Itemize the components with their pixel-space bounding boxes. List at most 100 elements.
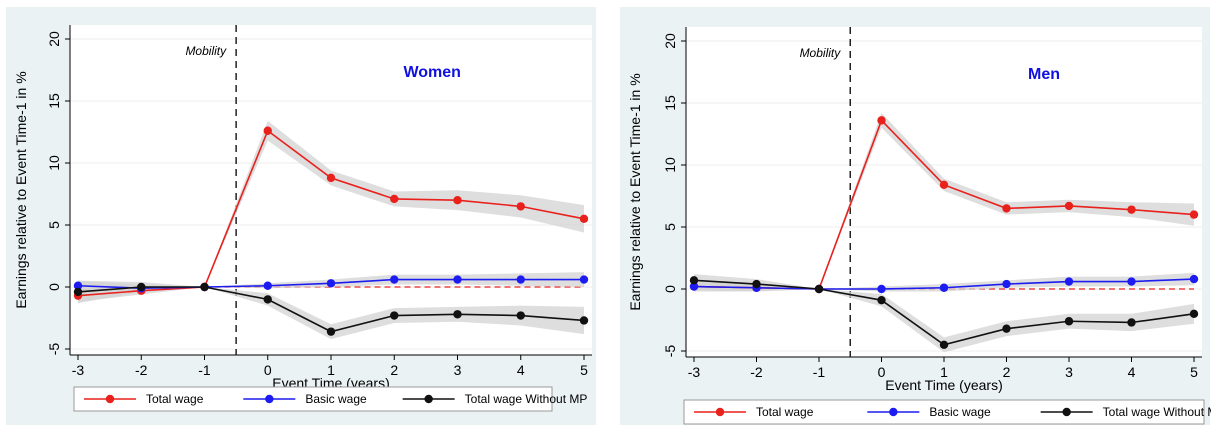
x-tick-label: 3 (454, 362, 462, 378)
data-point (877, 295, 886, 305)
data-point (579, 214, 589, 223)
y-tick-label: 5 (46, 221, 62, 229)
x-tick-label: -2 (750, 364, 763, 380)
y-tick-label: 20 (46, 31, 62, 47)
legend-marker (715, 407, 725, 417)
legend-box (73, 386, 553, 412)
data-point (516, 275, 525, 284)
data-point (1064, 201, 1074, 211)
data-point (877, 116, 886, 125)
chart-panel-men: -5 0 5 10 15 20 -3 -2 -1 0 1 2 3 4 5 Event Time (years)… (620, 7, 1211, 425)
x-axis-title: Event Time (years) (885, 377, 1002, 393)
x-tick-label: 5 (580, 362, 588, 378)
data-point (579, 275, 589, 284)
data-point (1189, 274, 1199, 284)
x-tick-label: 0 (264, 362, 272, 378)
legend-marker (424, 394, 433, 404)
data-point (516, 311, 525, 320)
x-tick-label: 2 (390, 362, 398, 378)
y-tick-label: 20 (662, 33, 678, 49)
data-point (200, 282, 209, 292)
y-axis-title: Earnings relative to Event Time-1 in % (13, 71, 29, 308)
ci-band-2 (78, 280, 584, 340)
legend-marker (1062, 407, 1071, 417)
plot-area (686, 27, 1202, 357)
y-tick-label: -5 (46, 343, 62, 356)
x-tick-label: 0 (878, 364, 886, 380)
data-point (390, 311, 399, 320)
legend: Total wage Basic wage Total wage Without M… (683, 399, 1211, 425)
mobility-annotation: Mobility (800, 46, 842, 60)
data-point (390, 194, 399, 204)
x-tick-label: 2 (1003, 364, 1011, 380)
data-point (877, 284, 886, 294)
x-tick-label: 4 (517, 362, 525, 378)
data-point (1189, 210, 1199, 219)
x-tick-label: -3 (72, 362, 85, 378)
data-point (390, 275, 399, 284)
data-point (752, 279, 761, 289)
legend-label: Basic wage (929, 405, 991, 419)
legend-marker (265, 394, 274, 404)
data-point (1127, 277, 1136, 286)
mobility-annotation: Mobility (185, 44, 227, 58)
data-point (939, 180, 949, 190)
data-point (453, 196, 462, 205)
y-tick-label: 15 (662, 95, 678, 111)
data-point (1002, 204, 1011, 213)
plot-area (70, 25, 592, 355)
data-point (326, 327, 336, 336)
data-point (73, 287, 83, 297)
y-tick-label: 10 (662, 157, 678, 173)
legend-label: Total wage Without MP (465, 392, 588, 406)
data-point (579, 316, 589, 325)
y-tick-label: 10 (46, 155, 62, 171)
x-tick-label: 4 (1128, 364, 1136, 380)
data-point (1064, 317, 1074, 326)
data-point (939, 283, 949, 292)
data-point (263, 281, 272, 290)
x-tick-label: 5 (1190, 364, 1198, 380)
x-tick-label: -1 (198, 362, 211, 378)
data-point (814, 284, 824, 294)
legend: Total wage Basic wage Total wage Without M… (73, 386, 588, 412)
data-point (137, 282, 146, 292)
x-tick-label: 1 (940, 364, 948, 380)
legend-label: Total wage (756, 405, 814, 419)
data-point (263, 126, 272, 135)
y-tick-label: 0 (662, 285, 678, 293)
legend-label: Total wage Without MP (1103, 405, 1211, 419)
legend-marker (889, 407, 898, 417)
data-point (1064, 277, 1074, 286)
data-point (1127, 205, 1136, 214)
legend-box (683, 399, 1205, 425)
ci-band-2 (694, 274, 1194, 353)
data-point (263, 295, 272, 304)
legend-label: Total wage (146, 392, 204, 406)
data-point (453, 310, 462, 319)
data-point (1002, 324, 1011, 333)
x-tick-label: -3 (688, 364, 701, 380)
data-point (326, 279, 336, 288)
data-point (939, 340, 949, 349)
y-tick-label: 15 (46, 93, 62, 109)
data-point (1002, 279, 1011, 289)
y-axis-title: Earnings relative to Event Time-1 in % (627, 73, 643, 310)
data-point (73, 281, 83, 290)
y-tick-label: 0 (46, 283, 62, 291)
data-point (689, 276, 699, 285)
ci-band-0 (694, 112, 1194, 292)
panel-title: Women (403, 64, 460, 81)
data-point (1127, 318, 1136, 327)
data-point (516, 202, 525, 211)
legend-label: Basic wage (305, 392, 367, 406)
panel-title: Men (1028, 66, 1060, 83)
x-tick-label: -2 (135, 362, 148, 378)
data-point (453, 275, 462, 284)
data-point (689, 282, 699, 291)
y-tick-label: 5 (662, 223, 678, 231)
data-point (1189, 309, 1199, 318)
